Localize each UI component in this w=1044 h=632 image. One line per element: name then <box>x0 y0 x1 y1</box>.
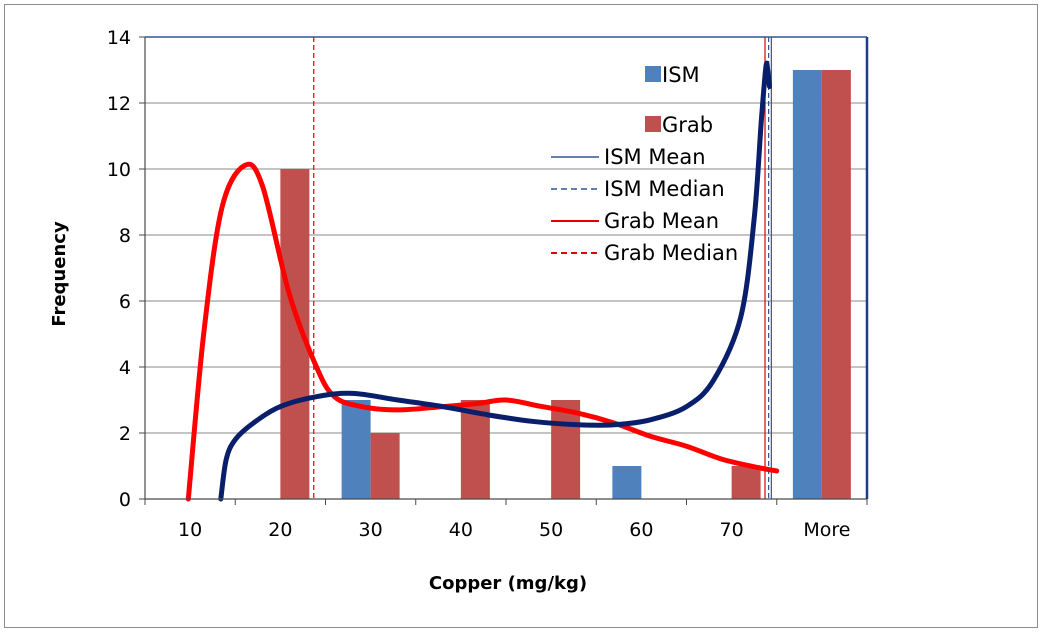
x-tick-label: More <box>803 519 850 541</box>
x-tick-label: 70 <box>720 519 744 541</box>
reference-lines <box>313 37 772 499</box>
legend-item: Grab Mean <box>551 209 719 233</box>
y-tick-label: 10 <box>107 159 131 181</box>
chart-frame: 0 2 4 6 8 10 12 14 10 20 30 40 50 60 70 More ISM Grab ISM… <box>4 4 1038 628</box>
legend-label: Grab Mean <box>604 209 719 233</box>
x-axis-title: Copper (mg/kg) <box>429 573 587 594</box>
legend-label: ISM <box>662 63 700 87</box>
x-tick-label: 10 <box>178 519 202 541</box>
axes: 0 2 4 6 8 10 12 14 10 20 30 40 50 60 70 More <box>107 27 869 541</box>
y-tick-label: 2 <box>119 423 131 445</box>
legend-label: Grab <box>662 113 713 137</box>
legend: ISM Grab ISM Mean ISM Median Grab Mean Grab M… <box>551 63 738 265</box>
legend-item: ISM Mean <box>551 145 706 169</box>
legend-swatch <box>645 66 661 82</box>
bar-grab <box>370 433 400 499</box>
x-tick-label: 20 <box>268 519 292 541</box>
legend-label: ISM Median <box>604 177 725 201</box>
legend-item: Grab <box>645 113 713 137</box>
y-tick-label: 6 <box>119 291 131 313</box>
legend-item: Grab Median <box>551 241 738 265</box>
x-tick-label: 60 <box>629 519 653 541</box>
x-tick-label: 30 <box>359 519 383 541</box>
grab-curve <box>185 161 780 502</box>
legend-item: ISM Median <box>551 177 725 201</box>
legend-swatch <box>645 116 661 132</box>
y-tick-label: 14 <box>107 27 131 49</box>
legend-label: ISM Mean <box>604 145 706 169</box>
bar-grab <box>551 400 581 499</box>
bar-ism <box>792 70 822 499</box>
x-tick-label: 50 <box>539 519 563 541</box>
y-tick-label: 4 <box>119 357 131 379</box>
x-tick-label: 40 <box>449 519 473 541</box>
y-tick-label: 12 <box>107 93 131 115</box>
legend-item: ISM <box>645 63 700 87</box>
gridlines <box>145 102 867 434</box>
ism-curve <box>218 60 773 502</box>
y-axis-title: Frequency <box>49 221 70 327</box>
bar-ism <box>341 400 371 499</box>
bar-grab <box>731 466 761 499</box>
y-tick-label: 8 <box>119 225 131 247</box>
y-tick-label: 0 <box>119 489 131 511</box>
curves <box>185 60 780 502</box>
bar-grab <box>821 70 851 499</box>
legend-label: Grab Median <box>604 241 738 265</box>
bar-ism <box>612 466 642 499</box>
